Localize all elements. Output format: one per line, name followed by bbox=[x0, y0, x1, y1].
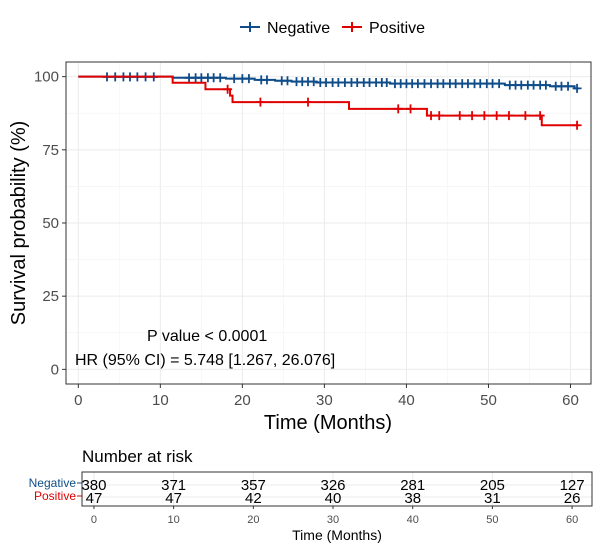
censor-mark-negative bbox=[382, 77, 392, 87]
censor-mark-positive bbox=[520, 111, 530, 121]
y-tick-label: 25 bbox=[42, 288, 59, 305]
legend-label-negative: Negative bbox=[267, 20, 330, 37]
censor-mark-negative bbox=[215, 73, 225, 83]
risk-count-cell: 42 bbox=[245, 490, 262, 507]
x-tick-label: 20 bbox=[234, 392, 251, 409]
risk-table-title: Number at risk bbox=[82, 447, 193, 466]
annotation-pvalue: P value < 0.0001 bbox=[147, 328, 267, 345]
risk-x-tick-label: 60 bbox=[566, 514, 578, 526]
y-tick-label: 100 bbox=[34, 69, 59, 86]
risk-x-tick-label: 20 bbox=[247, 514, 259, 526]
risk-row-label-positive: Positive bbox=[34, 489, 76, 503]
risk-grid bbox=[82, 472, 592, 506]
censor-mark-positive bbox=[572, 120, 582, 130]
risk-count-cell: 205 bbox=[480, 477, 505, 494]
x-tick-label: 60 bbox=[562, 392, 579, 409]
censor-mark-negative bbox=[282, 76, 292, 86]
risk-count-cell: 371 bbox=[161, 477, 186, 494]
censor-mark-positive bbox=[504, 111, 514, 121]
y-tick-label: 0 bbox=[51, 361, 59, 378]
risk-count-cell: 357 bbox=[241, 477, 266, 494]
risk-count-cell: 380 bbox=[81, 477, 106, 494]
risk-count-cell: 26 bbox=[564, 490, 581, 507]
main-grid bbox=[66, 62, 591, 384]
censor-mark-positive bbox=[467, 111, 477, 121]
y-axis-title: Survival probability (%) bbox=[8, 121, 30, 326]
x-tick-label: 50 bbox=[480, 392, 497, 409]
main-series bbox=[78, 72, 582, 130]
main-axes: 0 10 20 30 40 50 60 0 25 50 75 100 bbox=[34, 69, 579, 409]
censor-mark-positive bbox=[455, 111, 465, 121]
censor-mark-positive bbox=[479, 111, 489, 121]
risk-x-tick-label: 0 bbox=[91, 514, 97, 526]
censor-mark-positive bbox=[535, 111, 545, 121]
x-tick-label: 0 bbox=[74, 392, 82, 409]
censor-mark-positive bbox=[406, 104, 416, 114]
risk-x-tick-label: 40 bbox=[407, 514, 419, 526]
risk-count-cell: 31 bbox=[484, 490, 501, 507]
censor-mark-negative bbox=[229, 74, 239, 84]
y-tick-label: 50 bbox=[42, 215, 59, 232]
censor-mark-negative bbox=[563, 81, 573, 91]
censor-mark-positive bbox=[393, 104, 403, 114]
x-axis-title: Time (Months) bbox=[264, 412, 392, 434]
risk-count-cell: 127 bbox=[560, 477, 585, 494]
censor-mark-positive bbox=[303, 97, 313, 107]
censor-mark-negative bbox=[244, 74, 254, 84]
risk-count-cell: 326 bbox=[321, 477, 346, 494]
risk-row-label-negative: Negative bbox=[29, 476, 77, 490]
censor-mark-negative bbox=[262, 75, 272, 85]
annotation-hr: HR (95% CI) = 5.748 [1.267, 26.076] bbox=[75, 352, 335, 369]
y-tick-label: 75 bbox=[42, 142, 59, 159]
risk-count-cell: 47 bbox=[165, 490, 182, 507]
censor-mark-positive bbox=[434, 111, 444, 121]
censor-mark-positive bbox=[223, 84, 233, 94]
risk-x-tick-label: 10 bbox=[168, 514, 180, 526]
x-tick-label: 30 bbox=[316, 392, 333, 409]
censor-mark-negative bbox=[494, 79, 504, 89]
risk-x-tick-label: 30 bbox=[327, 514, 339, 526]
censor-mark-negative bbox=[541, 80, 551, 90]
x-tick-label: 40 bbox=[398, 392, 415, 409]
censor-mark-negative bbox=[572, 83, 582, 93]
risk-count-cell: 40 bbox=[325, 490, 342, 507]
risk-x-tick-label: 50 bbox=[486, 514, 498, 526]
risk-count-cell: 47 bbox=[86, 490, 103, 507]
censor-mark-positive bbox=[492, 111, 502, 121]
legend-key-cross bbox=[245, 22, 255, 32]
risk-count-cell: 38 bbox=[404, 490, 421, 507]
censor-mark-positive bbox=[255, 97, 265, 107]
legend-key-cross bbox=[347, 22, 357, 32]
risk-table-border bbox=[81, 471, 593, 507]
censor-mark-positive bbox=[426, 111, 436, 121]
legend: Negative Positive bbox=[240, 20, 425, 37]
risk-x-axis-title: Time (Months) bbox=[292, 527, 382, 543]
legend-label-positive: Positive bbox=[369, 20, 425, 37]
x-tick-label: 10 bbox=[152, 392, 169, 409]
risk-count-cell: 281 bbox=[400, 477, 425, 494]
